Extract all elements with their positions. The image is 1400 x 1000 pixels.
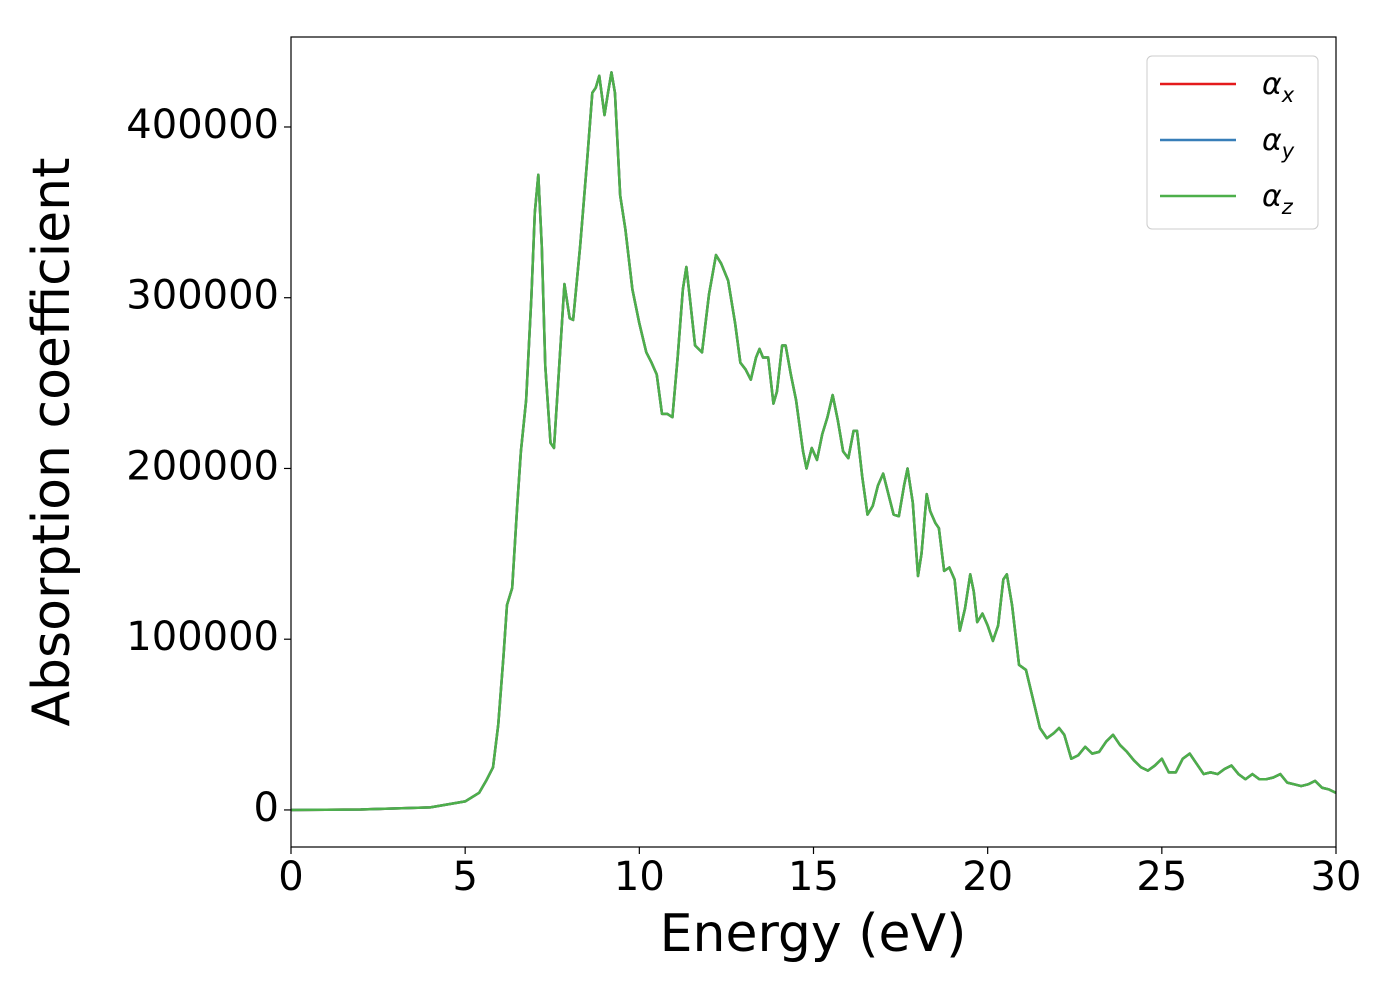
y-axis-label: Absorption coefficient <box>22 157 82 726</box>
x-axis-label: Energy (eV) <box>660 904 967 964</box>
x-tick-label: 0 <box>278 854 303 900</box>
legend-label: αx <box>1262 67 1295 107</box>
y-tick-label: 400000 <box>126 102 279 148</box>
legend-label: αz <box>1262 179 1294 219</box>
y-tick-label: 100000 <box>126 614 279 660</box>
x-tick-label: 30 <box>1311 854 1362 900</box>
y-tick-label: 0 <box>254 785 279 831</box>
data-line <box>291 71 1336 812</box>
x-tick-label: 15 <box>788 854 839 900</box>
y-tick-label: 200000 <box>126 443 279 489</box>
y-tick-label: 300000 <box>126 273 279 319</box>
plot-frame <box>290 36 1337 848</box>
x-tick-label: 5 <box>452 854 477 900</box>
legend-label: αy <box>1262 123 1295 163</box>
legend-box <box>1146 55 1319 230</box>
x-tick-label: 20 <box>962 854 1013 900</box>
x-tick-label: 10 <box>614 854 665 900</box>
x-tick-label: 25 <box>1136 854 1187 900</box>
legend: αx αy αz <box>1146 55 1319 230</box>
